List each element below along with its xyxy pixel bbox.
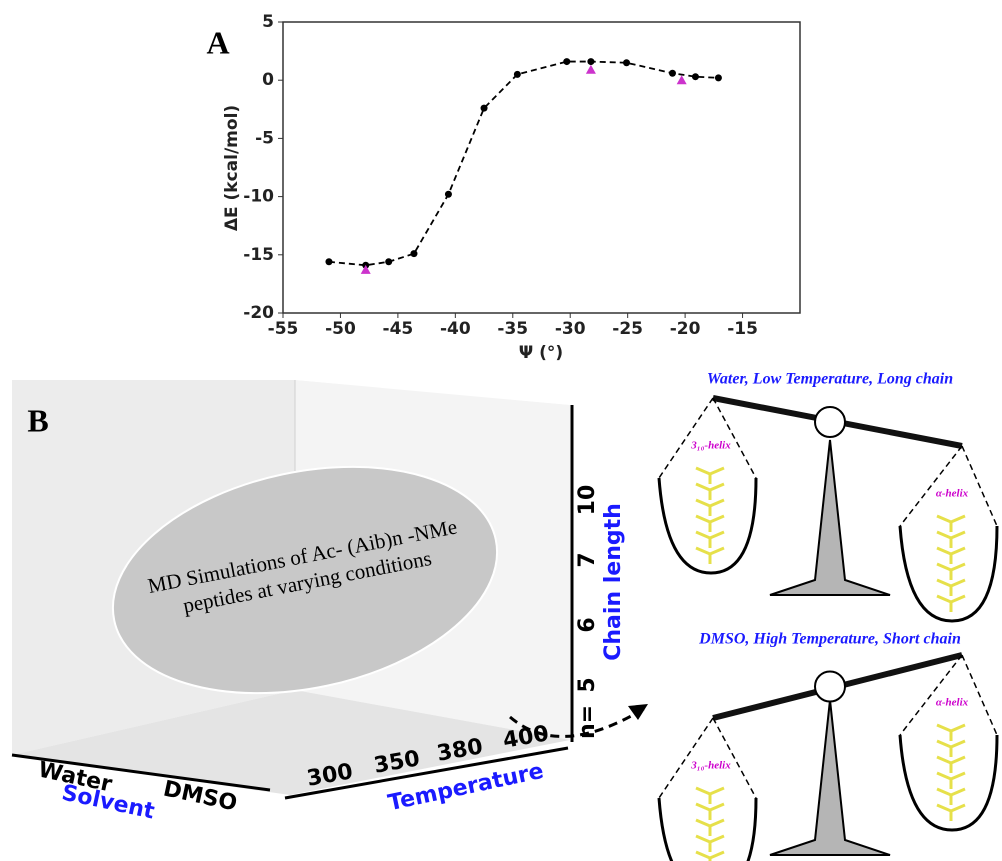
pan (900, 735, 997, 830)
molecule (937, 805, 965, 821)
y-tick-label: 0 (262, 70, 274, 90)
molecule (696, 836, 724, 852)
molecule (937, 532, 965, 548)
x-tick-label: -25 (612, 319, 643, 339)
chain-tick: 7 (575, 552, 600, 567)
point (481, 105, 488, 112)
molecule (696, 516, 724, 532)
point (445, 191, 452, 198)
figure: A Ψ (°) ΔE (kcal/mol) MD Simulations of … (0, 0, 1002, 861)
point (587, 58, 594, 65)
x-tick-label: -30 (555, 319, 586, 339)
plot-frame (283, 22, 800, 313)
y-tick-label: -10 (243, 187, 274, 207)
chain-tick: 10 (575, 485, 600, 516)
molecule (937, 548, 965, 564)
point (715, 74, 722, 81)
chain-tick: 6 (575, 617, 600, 632)
scale-stand (770, 700, 890, 855)
x-tick-label: -35 (497, 319, 528, 339)
helix-label: 3₁₀-helix (690, 760, 731, 772)
point (669, 70, 676, 77)
triangle-marker (677, 75, 687, 84)
molecule (937, 789, 965, 805)
y-tick-label: -20 (243, 303, 274, 323)
x-tick-label: -20 (670, 319, 701, 339)
triangle-marker (361, 265, 371, 274)
helix-label: α-helix (936, 697, 969, 709)
panel-label: A (206, 24, 229, 60)
chain-tick: 5 (575, 677, 600, 692)
y-label: ΔE (kcal/mol) (222, 105, 242, 231)
x-tick-label: -40 (440, 319, 471, 339)
point (514, 71, 521, 78)
pan (900, 526, 997, 621)
molecule (937, 757, 965, 773)
scale-pivot (815, 672, 845, 702)
molecule (696, 468, 724, 484)
point (563, 58, 570, 65)
scale-stand (770, 440, 890, 595)
chain-label: Chain length (601, 503, 626, 661)
helix-label: α-helix (936, 488, 969, 500)
molecule (937, 741, 965, 757)
molecule (937, 725, 965, 741)
point (385, 258, 392, 265)
molecule (937, 564, 965, 580)
y-tick-label: -15 (243, 245, 274, 265)
molecule (696, 804, 724, 820)
panel-b: MD Simulations of Ac- (Aib)n -NMepeptide… (12, 380, 648, 825)
molecule (696, 788, 724, 804)
molecule (937, 516, 965, 532)
molecule (937, 580, 965, 596)
molecule (696, 484, 724, 500)
series-line (329, 62, 718, 266)
molecule (937, 596, 965, 612)
triangle-marker (586, 65, 596, 74)
molecule (696, 820, 724, 836)
molecule (696, 852, 724, 861)
y-tick-label: 5 (262, 12, 274, 32)
molecule (696, 532, 724, 548)
y-tick-label: -5 (255, 128, 274, 148)
point (325, 258, 332, 265)
pan-rope (659, 718, 756, 798)
x-tick-label: -15 (727, 319, 758, 339)
molecule (696, 500, 724, 516)
pan-rope (900, 446, 997, 526)
point (623, 59, 630, 66)
scale-title: DMSO, High Temperature, Short chain (698, 631, 961, 648)
scale-pivot (815, 407, 845, 437)
point (692, 73, 699, 80)
pan-rope (659, 398, 756, 478)
scale-title: Water, Low Temperature, Long chain (707, 371, 953, 388)
scales: Water, Low Temperature, Long chain 3₁₀-he… (659, 371, 997, 861)
molecule (696, 548, 724, 564)
x-tick-label: -45 (383, 319, 414, 339)
panel-label: B (27, 402, 48, 438)
x-tick-label: -50 (325, 319, 356, 339)
pan (659, 478, 756, 573)
molecule (937, 773, 965, 789)
point (410, 250, 417, 257)
x-label: Ψ (°) (519, 343, 563, 363)
helix-label: 3₁₀-helix (690, 440, 731, 452)
